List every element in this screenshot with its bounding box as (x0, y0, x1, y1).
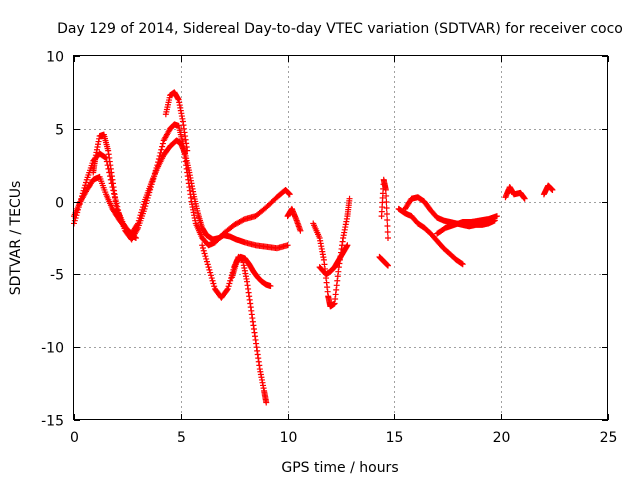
series-track-d (162, 89, 191, 154)
x-axis-label: GPS time / hours (281, 460, 398, 476)
axis-ticks: 0 5 10 15 20 25 10 5 0 -5 -10 -15 (41, 50, 617, 447)
x-tick-label: 20 (493, 430, 511, 446)
x-tick-label: 5 (177, 430, 186, 446)
x-tick-label: 10 (280, 430, 298, 446)
y-tick-label: -10 (41, 341, 64, 357)
data-point-markers (434, 213, 500, 237)
data-point-markers (316, 242, 351, 278)
y-tick-label: -15 (41, 414, 64, 430)
series-track-l (395, 205, 466, 268)
y-tick-label: 5 (55, 123, 64, 139)
data-point-markers (395, 205, 466, 268)
data-point-markers (90, 131, 139, 241)
data-point-markers (376, 253, 391, 269)
series-track-n (434, 213, 500, 237)
data-points (71, 89, 556, 406)
data-point-markers (502, 184, 528, 202)
y-tick-label: -5 (50, 268, 64, 284)
data-point-markers (284, 205, 304, 234)
y-tick-label: 0 (55, 196, 64, 212)
x-tick-label: 15 (386, 430, 404, 446)
y-tick-label: 10 (46, 50, 64, 66)
series-track-p (540, 182, 556, 198)
data-point-markers (378, 176, 391, 241)
grid (74, 56, 608, 420)
series-track-f (229, 253, 274, 290)
x-tick-label: 0 (70, 430, 79, 446)
chart-title: Day 129 of 2014, Sidereal Day-to-day VTE… (57, 21, 623, 37)
plot-frame (73, 55, 608, 420)
series-track-i (316, 242, 351, 278)
data-point-markers (310, 195, 353, 310)
y-axis-label: SDTVAR / TECUs (8, 181, 24, 296)
series-track-o (502, 184, 528, 202)
data-point-markers (162, 89, 191, 154)
series-track-k (376, 253, 391, 269)
series-track-g (284, 205, 304, 234)
data-point-markers (540, 182, 556, 198)
series-track-c (90, 131, 139, 241)
series-track-h (310, 195, 353, 310)
series-track-j (378, 176, 391, 241)
x-tick-label: 25 (600, 430, 618, 446)
data-point-markers (229, 253, 274, 290)
